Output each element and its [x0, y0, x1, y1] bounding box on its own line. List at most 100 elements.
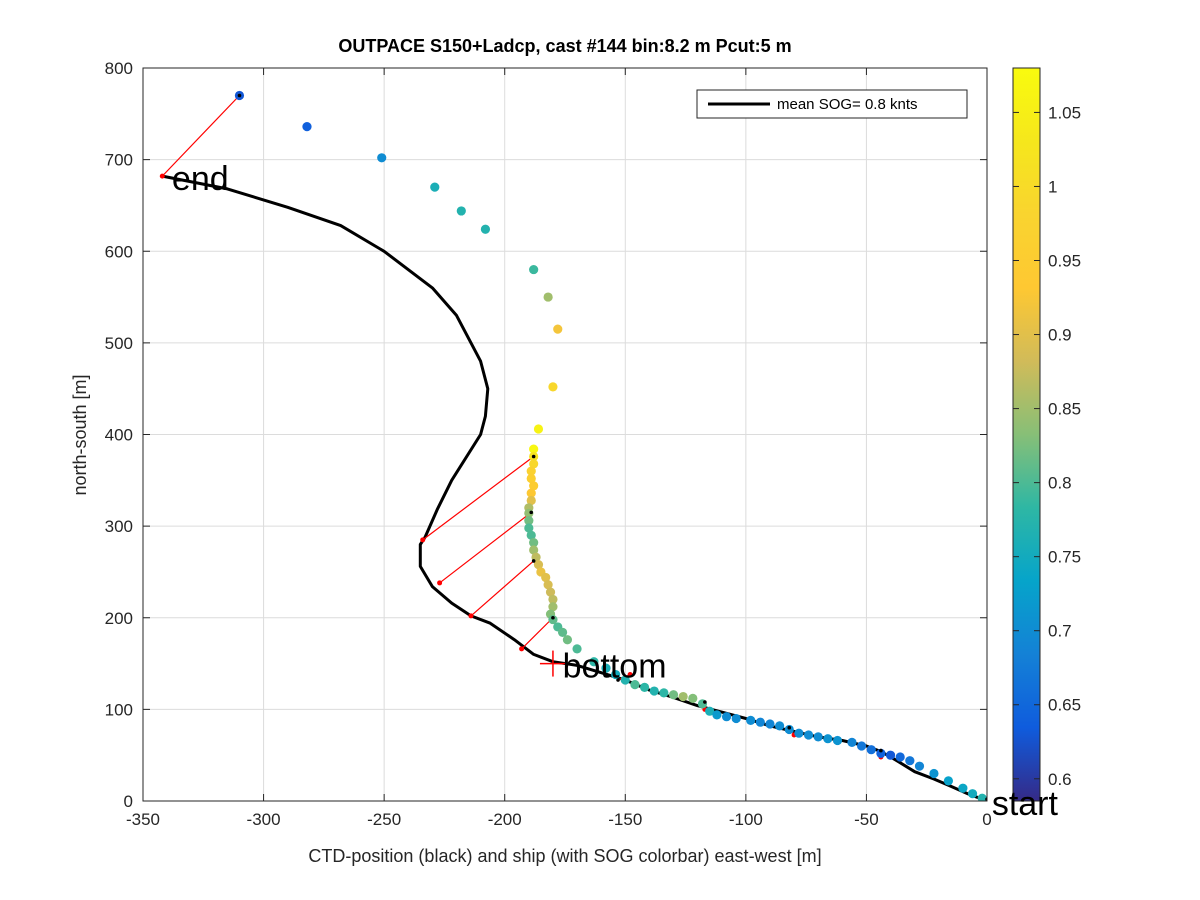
x-tick-label: -150 [608, 810, 642, 829]
ship-point [977, 793, 987, 801]
ship-point [958, 783, 968, 793]
ship-point [480, 224, 491, 234]
chart-title: OUTPACE S150+Ladcp, cast #144 bin:8.2 m … [338, 36, 791, 56]
ship-point [731, 713, 741, 724]
ship-point [572, 644, 582, 654]
colorbar-tick-label: 0.75 [1048, 548, 1081, 567]
ship-point [543, 292, 553, 302]
ship-marker [551, 615, 555, 620]
ctd-marker [159, 173, 165, 179]
annotation-end: end [172, 160, 229, 198]
ship-point [548, 382, 558, 392]
ship-point [649, 686, 659, 696]
ship-point [914, 761, 925, 771]
colorbar-tick-label: 1 [1048, 177, 1057, 196]
ship-point [678, 691, 688, 702]
colorbar-tick-label: 1.05 [1048, 103, 1081, 122]
ship-point [541, 572, 551, 583]
ship-point [659, 688, 669, 698]
ship-point [553, 324, 563, 334]
ship-point [529, 538, 539, 548]
ship-marker [616, 678, 620, 682]
y-tick-label: 300 [105, 517, 133, 536]
ship-marker [529, 510, 534, 515]
ship-point [746, 715, 756, 725]
ship-point [620, 675, 630, 685]
ship-point [562, 635, 573, 645]
ship-point [526, 473, 536, 484]
y-tick-label: 100 [105, 700, 133, 719]
ship-point [885, 750, 896, 760]
colorbar-gradient [1012, 67, 1041, 802]
ship-point [524, 523, 534, 533]
ship-point [803, 730, 814, 740]
ship-point [929, 768, 939, 779]
ship-point [601, 663, 611, 673]
ship-point [526, 488, 536, 498]
y-tick-label: 700 [105, 151, 133, 170]
ship-point [895, 752, 905, 762]
ship-point [543, 580, 553, 590]
ship-point [784, 724, 794, 735]
ship-point [857, 741, 867, 751]
ship-point [668, 690, 679, 700]
ship-point [526, 495, 536, 506]
ship-point [526, 530, 536, 540]
x-tick-label: -300 [247, 810, 281, 829]
ship-marker [787, 725, 792, 730]
ship-point [866, 745, 876, 755]
x-tick-label: -100 [729, 810, 763, 829]
x-tick-label: -200 [488, 810, 522, 829]
ship-marker [237, 93, 242, 98]
ship-point [526, 466, 536, 476]
ship-point [721, 712, 732, 722]
ship-point [548, 602, 558, 612]
ship-marker [531, 454, 536, 459]
ship-point [639, 682, 650, 692]
ship-point [705, 706, 715, 716]
colorbar-tick-label: 0.85 [1048, 400, 1081, 419]
ctd-marker [627, 672, 633, 678]
ship-point [377, 153, 387, 163]
ctd-marker [420, 537, 426, 543]
ship-point [529, 264, 539, 275]
colorbar-tick-label: 0.6 [1048, 770, 1072, 789]
ship-point [529, 459, 539, 469]
ship-point [712, 710, 722, 720]
ship-point [775, 721, 785, 731]
colorbar-tick-label: 0.65 [1048, 696, 1081, 715]
colorbar-tick-label: 0.7 [1048, 622, 1072, 641]
ship-point [765, 719, 775, 729]
ship-point [529, 481, 539, 491]
connector-line [470, 560, 535, 617]
ctd-marker [519, 646, 525, 652]
x-tick-label: 0 [982, 810, 991, 829]
ship-point [794, 728, 804, 738]
y-tick-label: 500 [105, 334, 133, 353]
ship-point [967, 789, 978, 799]
ship-point [943, 776, 954, 786]
ship-marker [703, 700, 707, 704]
ship-point [557, 627, 568, 638]
ship-point [548, 614, 558, 625]
x-tick-label: -350 [126, 810, 160, 829]
y-tick-label: 600 [105, 242, 133, 261]
ship-point [847, 737, 857, 747]
ship-point [755, 717, 765, 727]
y-axis-label: north-south [m] [70, 374, 90, 495]
ship-point [823, 734, 833, 744]
ship-point [905, 756, 915, 766]
connector-line [161, 95, 240, 177]
legend: mean SOG= 0.8 knts [696, 89, 968, 119]
ship-point [456, 206, 466, 216]
ship-point [430, 182, 440, 192]
connector-line [521, 617, 554, 650]
ship-point [302, 122, 312, 132]
x-axis-label: CTD-position (black) and ship (with SOG … [308, 846, 821, 866]
ship-point [524, 516, 534, 526]
ship-point [813, 732, 823, 742]
ship-point [529, 545, 539, 555]
ship-marker [879, 748, 883, 753]
x-tick-label: -50 [854, 810, 879, 829]
